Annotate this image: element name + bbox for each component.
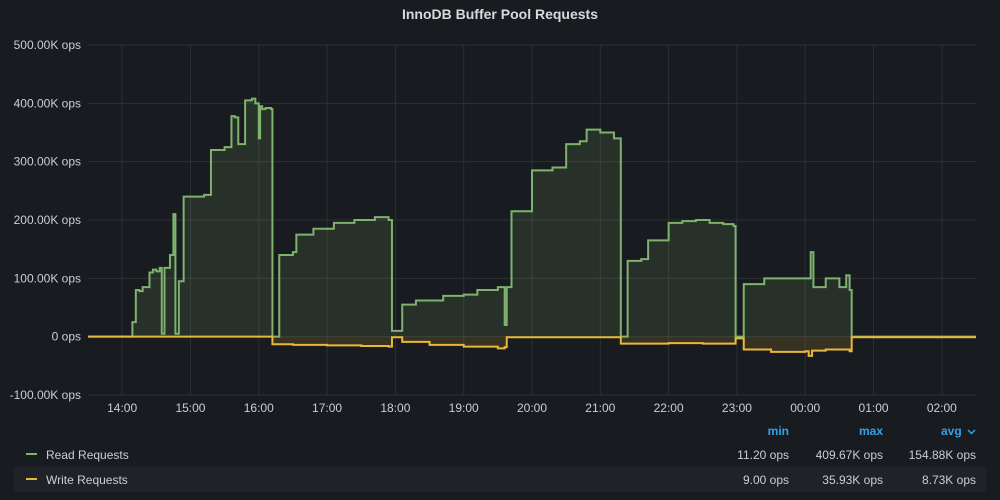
legend-write-max: 35.93K ops (822, 473, 883, 487)
chevron-down-icon (967, 429, 976, 435)
legend-read-min: 11.20 ops (737, 448, 789, 462)
legend-header-min[interactable]: min (767, 424, 789, 438)
legend-swatch-read (26, 453, 37, 455)
x-tick-label: 18:00 (380, 401, 410, 415)
series-line-1 (88, 335, 976, 357)
x-tick-label: 17:00 (312, 401, 342, 415)
x-tick-label: 20:00 (517, 401, 547, 415)
y-tick-label: 100.00K ops (14, 271, 81, 285)
series-area-1 (88, 336, 976, 356)
x-tick-label: 16:00 (244, 401, 274, 415)
legend-write-min: 9.00 ops (742, 473, 789, 487)
y-tick-label: 400.00K ops (14, 96, 81, 110)
x-tick-label: 01:00 (859, 401, 889, 415)
x-tick-label: 00:00 (790, 401, 820, 415)
panel-title[interactable]: InnoDB Buffer Pool Requests (401, 6, 598, 22)
time-series-chart[interactable]: 500.00K ops 400.00K ops 300.00K ops 200.00K… (0, 0, 1000, 418)
series-area-0 (88, 98, 976, 337)
legend-header: min max avg (14, 420, 986, 442)
y-tick-label: -100.00K ops (10, 388, 81, 402)
y-tick-label: 0 ops (52, 330, 81, 344)
legend-series-name[interactable]: Read Requests (46, 448, 129, 462)
y-tick-label: 200.00K ops (14, 213, 81, 227)
series-line-0 (88, 97, 976, 338)
x-tick-label: 14:00 (107, 401, 137, 415)
legend-series-name[interactable]: Write Requests (46, 473, 128, 487)
x-tick-label: 21:00 (585, 401, 615, 415)
legend-table: min max avg Read Requests 11.20 ops 409.… (14, 420, 986, 492)
y-tick-label: 300.00K ops (14, 155, 81, 169)
x-tick-label: 15:00 (175, 401, 205, 415)
legend-write-avg: 8.73K ops (921, 473, 976, 487)
x-tick-label: 19:00 (449, 401, 479, 415)
legend-row-write[interactable]: Write Requests 9.00 ops 35.93K ops 8.73K… (14, 467, 986, 492)
legend-header-avg-label: avg (940, 424, 962, 438)
legend-header-avg[interactable]: avg (941, 424, 976, 438)
legend-swatch-write (26, 478, 37, 480)
x-tick-label: 23:00 (722, 401, 752, 415)
legend-read-max: 409.67K ops (815, 448, 883, 462)
legend-header-max[interactable]: max (858, 424, 883, 438)
y-tick-label: 500.00K ops (14, 38, 81, 52)
legend-read-avg: 154.88K ops (908, 448, 976, 462)
legend-row-read[interactable]: Read Requests 11.20 ops 409.67K ops 154.… (14, 442, 986, 467)
x-tick-label: 02:00 (927, 401, 957, 415)
x-tick-label: 22:00 (654, 401, 684, 415)
